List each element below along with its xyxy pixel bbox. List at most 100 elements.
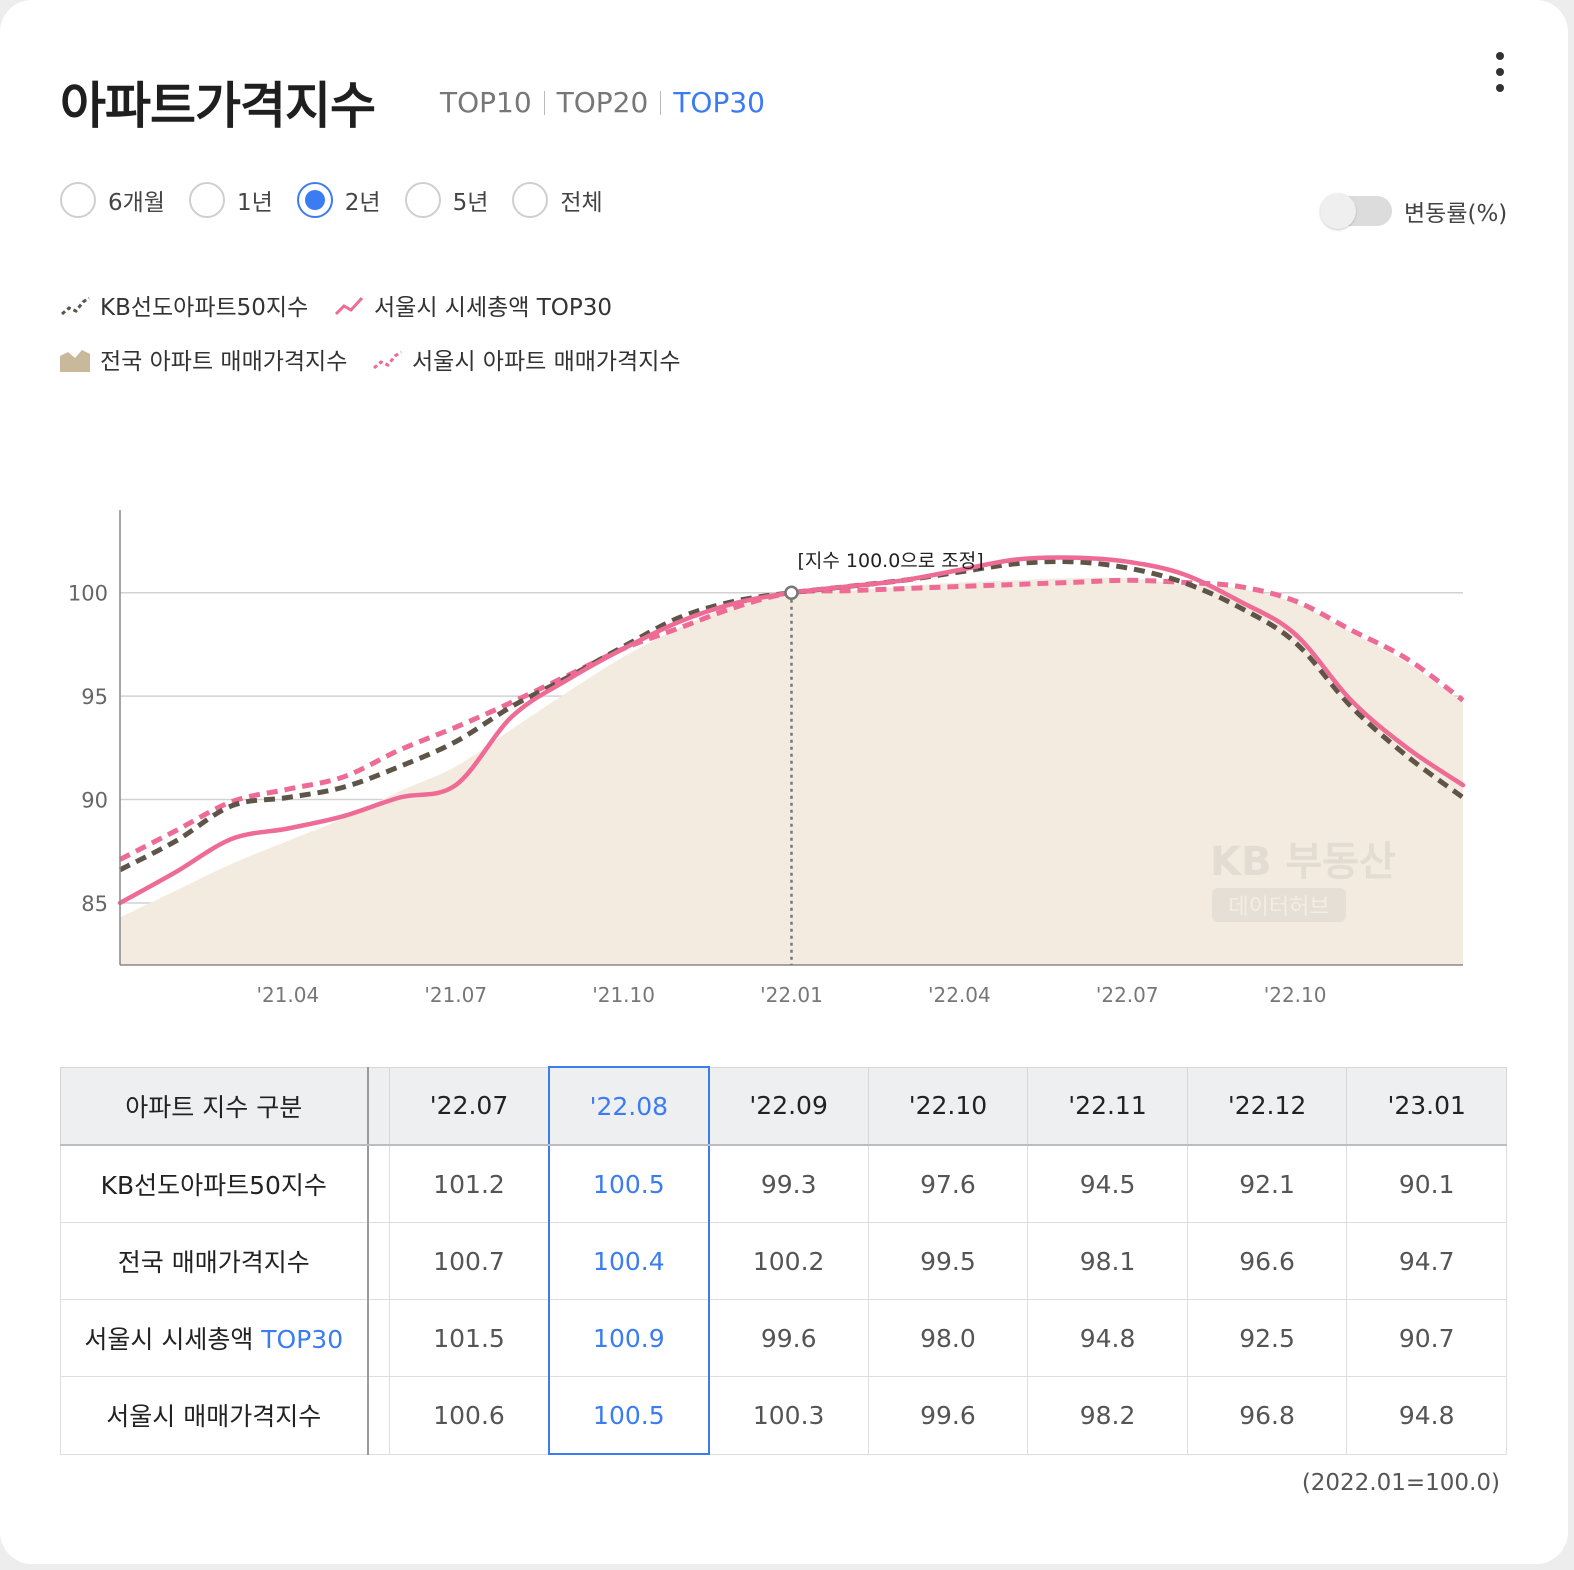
x-tick-label: '21.07: [424, 983, 487, 1007]
period-2y-radio[interactable]: 2년: [296, 182, 381, 218]
legend-label: KB선도아파트50지수: [100, 295, 309, 321]
table-cell: 97.6: [867, 1144, 1029, 1223]
table-row: 전국 매매가격지수 100.7 100.4 100.2 99.5 98.1 96.6 94.7: [60, 1222, 1507, 1300]
x-tick-label: '21.04: [256, 983, 319, 1007]
watermark-sub: 데이터허브: [1228, 895, 1329, 920]
dashed-line-legend-icon: [373, 350, 402, 370]
period-label: 6개월: [108, 190, 165, 216]
table-cell: 98.0: [867, 1299, 1029, 1377]
legend-label: 전국 아파트 매매가격지수: [100, 349, 348, 375]
radio-circle-icon[interactable]: [188, 182, 225, 218]
table-cell: 90.7: [1346, 1299, 1507, 1377]
table-cell: 96.8: [1186, 1376, 1348, 1455]
row-label-text: KB선도아파트50지수: [100, 1171, 327, 1200]
row-label: 서울시 시세총액 TOP30: [60, 1299, 368, 1377]
table-cell: 94.8: [1027, 1299, 1188, 1377]
solid-line-legend-icon: [334, 296, 364, 316]
table-column-header[interactable]: '22.09: [708, 1066, 869, 1146]
table-cell: 99.5: [867, 1222, 1029, 1300]
table-gap-cell: [366, 1066, 390, 1146]
period-label: 전체: [560, 190, 603, 216]
table-cell: 92.5: [1186, 1299, 1348, 1377]
change-rate-label: 변동률(%): [1404, 201, 1508, 227]
radio-circle-icon[interactable]: [512, 182, 549, 218]
row-label: 서울시 매매가격지수: [60, 1376, 368, 1455]
table-header-row: 아파트 지수 구분 '22.07 '22.08 '22.09 '22.10 '2…: [60, 1066, 1507, 1146]
legend-label: 서울시 아파트 매매가격지수: [412, 349, 681, 375]
radio-circle-icon[interactable]: [404, 182, 441, 218]
table-cell: 94.8: [1346, 1376, 1507, 1455]
y-tick-label: 95: [81, 685, 108, 709]
table-cell: 90.1: [1346, 1144, 1507, 1223]
table-gap-cell: [366, 1144, 390, 1223]
table-row: KB선도아파트50지수 101.2 100.5 99.3 97.6 94.5 92.1 90.…: [60, 1144, 1507, 1223]
table-cell: 98.1: [1027, 1222, 1188, 1300]
top-tabs: TOP10 TOP20 TOP30: [440, 86, 765, 119]
tab-top20[interactable]: TOP20: [556, 86, 649, 119]
table-column-header[interactable]: '22.12: [1186, 1066, 1348, 1146]
x-tick-label: '21.10: [592, 983, 655, 1007]
legend-label: 서울시 시세총액 TOP30: [374, 295, 613, 321]
period-label: 2년: [344, 190, 381, 216]
table-column-header[interactable]: '22.07: [389, 1066, 550, 1146]
radio-checked-icon[interactable]: [296, 182, 333, 218]
period-1y-radio[interactable]: 1년: [188, 182, 273, 218]
x-tick-label: '22.04: [928, 983, 991, 1007]
table-cell-selected: 100.4: [548, 1222, 710, 1300]
row-label-text: 서울시 시세총액: [84, 1325, 262, 1354]
table-cell: 94.5: [1027, 1144, 1188, 1223]
x-tick-label: '22.07: [1096, 983, 1159, 1007]
y-tick-label: 90: [81, 789, 108, 813]
series-area-national: [120, 577, 1463, 965]
table-column-header[interactable]: '22.10: [867, 1066, 1029, 1146]
y-tick-label: 85: [81, 892, 108, 916]
more-vertical-icon[interactable]: [1484, 52, 1516, 92]
table-gap-cell: [366, 1299, 390, 1377]
table-gap-cell: [366, 1376, 390, 1455]
period-all-radio[interactable]: 전체: [512, 182, 603, 218]
change-rate-toggle[interactable]: [1320, 193, 1392, 229]
period-selector: 6개월 1년 2년 5년 전체: [60, 182, 627, 218]
table-cell: 92.1: [1186, 1144, 1348, 1223]
tab-divider: [660, 90, 662, 115]
table-cell: 99.6: [867, 1376, 1029, 1455]
annotation-marker: [784, 585, 799, 600]
radio-circle-icon[interactable]: [60, 182, 96, 218]
period-label: 5년: [452, 190, 489, 216]
table-cell: 99.3: [708, 1144, 869, 1223]
period-5y-radio[interactable]: 5년: [404, 182, 489, 218]
toggle-knob: [1320, 193, 1356, 229]
base-footnote: (2022.01=100.0): [1301, 1470, 1500, 1496]
table-cell-selected: 100.5: [548, 1376, 710, 1455]
table-cell: 100.6: [389, 1376, 550, 1455]
legend-kb50[interactable]: KB선도아파트50지수: [60, 288, 308, 322]
period-6m-radio[interactable]: 6개월: [60, 182, 165, 218]
legend-top30[interactable]: 서울시 시세총액 TOP30: [334, 288, 612, 322]
dashed-line-legend-icon: [61, 296, 90, 316]
x-tick-label: '22.10: [1264, 983, 1327, 1007]
table-column-header[interactable]: '22.11: [1027, 1066, 1188, 1146]
tab-top30[interactable]: TOP30: [673, 86, 765, 119]
table-cell: 100.7: [389, 1222, 550, 1300]
area-legend-icon: [60, 350, 90, 372]
table-cell-selected: 100.9: [548, 1299, 710, 1377]
table-column-header-selected[interactable]: '22.08: [548, 1066, 710, 1146]
table-row: 서울시 매매가격지수 100.6 100.5 100.3 99.6 98.2 96.8 94.…: [60, 1376, 1507, 1455]
row-label: KB선도아파트50지수: [60, 1144, 368, 1223]
table-cell: 101.5: [389, 1299, 550, 1377]
table-column-header[interactable]: '23.01: [1346, 1066, 1507, 1146]
legend-national[interactable]: 전국 아파트 매매가격지수: [60, 342, 347, 376]
table-cell: 94.7: [1346, 1222, 1507, 1300]
watermark-badge: [1212, 888, 1346, 922]
table-cell: 99.6: [708, 1299, 869, 1377]
tab-divider: [543, 90, 545, 115]
watermark-logo: KB 부동산: [1210, 839, 1396, 885]
tab-top10[interactable]: TOP10: [440, 86, 532, 119]
legend-seoul[interactable]: 서울시 아파트 매매가격지수: [372, 342, 681, 376]
table-row: 서울시 시세총액 TOP30 101.5 100.9 99.6 98.0 94.8 92.5…: [60, 1299, 1507, 1377]
change-rate-toggle-group: 변동률(%): [1320, 193, 1508, 229]
row-label-accent: TOP30: [261, 1325, 344, 1354]
table-cell: 96.6: [1186, 1222, 1348, 1300]
